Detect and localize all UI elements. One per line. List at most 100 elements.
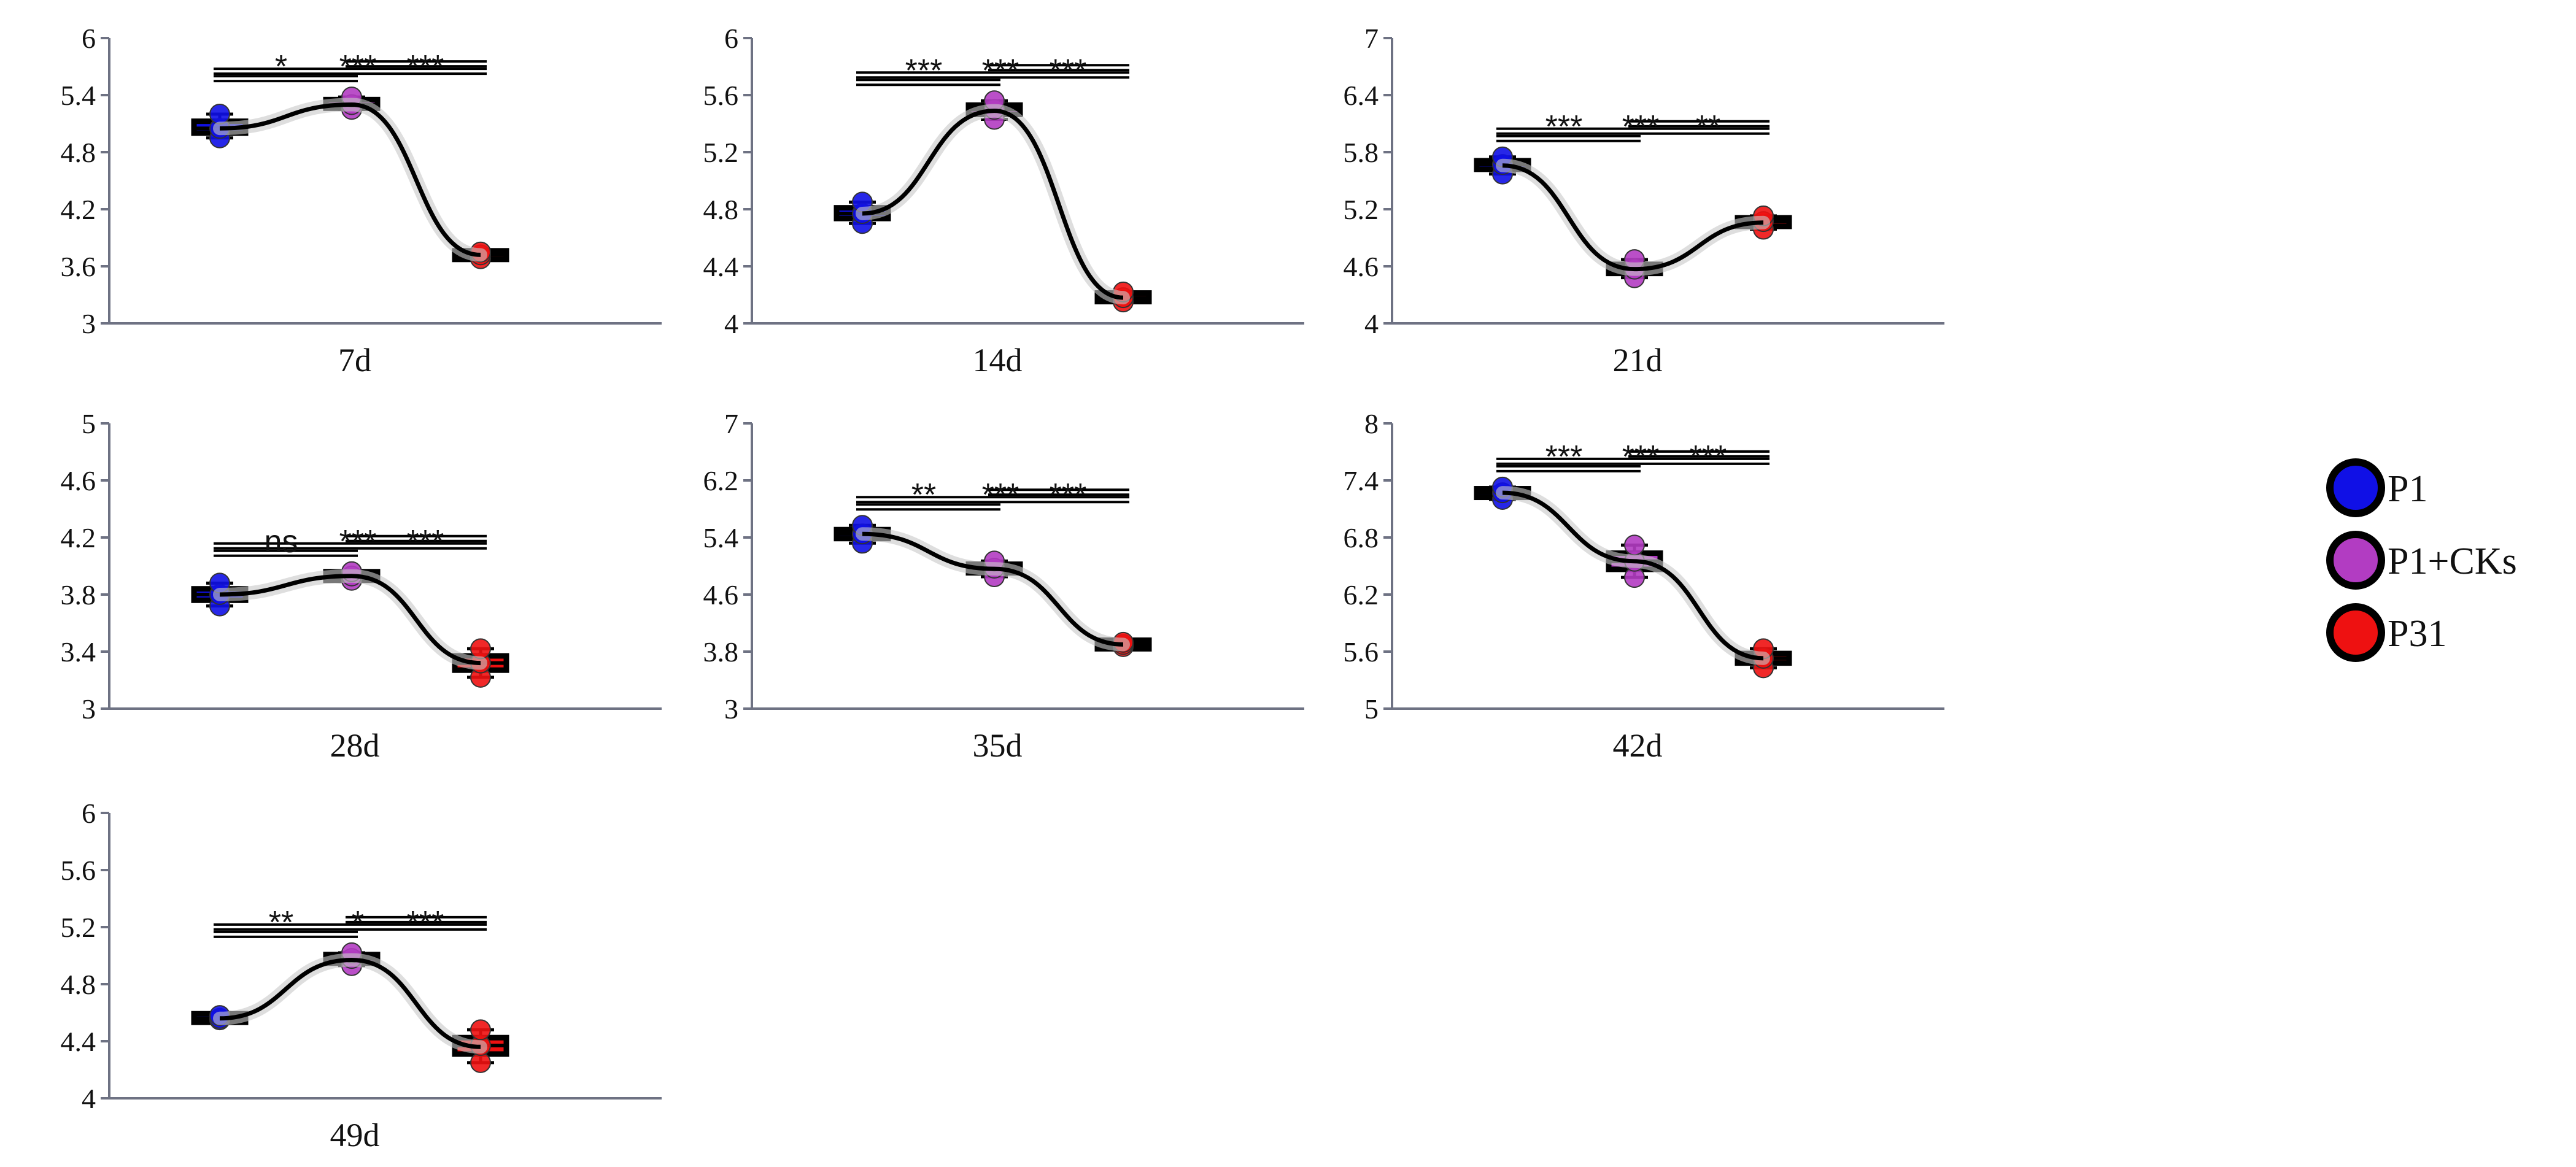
- y-tick-label: 6.8: [1344, 522, 1379, 553]
- trend-curve: [862, 109, 1124, 300]
- panel-14d: 4 4.4 4.8 5.2 5.6 6 14d *** *** ***: [703, 23, 1304, 379]
- y-tick-label: 4.4: [61, 1026, 96, 1057]
- trend-curve: [219, 574, 481, 666]
- y-tick-label: 5.4: [61, 80, 96, 111]
- y-tick-label: 5.2: [703, 137, 739, 168]
- y-tick-label: 5.6: [1344, 636, 1379, 668]
- y-tick-label: 3.6: [61, 251, 96, 282]
- y-tick-label: 5.6: [61, 855, 96, 886]
- y-tick-label: 6: [82, 23, 96, 54]
- significance-label: ***: [1545, 439, 1583, 475]
- significance-label: *: [352, 905, 364, 941]
- significance-label: ***: [1050, 53, 1087, 88]
- legend-label: P31: [2388, 613, 2446, 655]
- y-tick-label: 5.2: [1344, 194, 1379, 225]
- x-axis-label: 35d: [973, 727, 1023, 764]
- significance-label: ***: [339, 49, 377, 85]
- trend-curve: [1502, 490, 1764, 661]
- trend-ribbon: [856, 527, 1130, 652]
- y-tick-label: 3: [82, 693, 96, 725]
- legend-label: P1: [2388, 468, 2427, 510]
- trend-curve: [1502, 163, 1764, 272]
- y-tick-label: 5: [82, 408, 96, 439]
- x-axis-label: 14d: [973, 342, 1023, 379]
- y-tick-label: 4.2: [61, 194, 96, 225]
- legend-label: P1+CKs: [2388, 541, 2517, 582]
- x-axis-label: 42d: [1613, 727, 1663, 764]
- y-tick-label: 6.4: [1344, 80, 1379, 111]
- y-tick-label: 3.8: [703, 636, 739, 668]
- panel-28d: 3 3.4 3.8 4.2 4.6 5 28d ns *** ***: [61, 408, 662, 764]
- data-point-P31: [470, 1019, 491, 1041]
- significance-label: **: [269, 905, 293, 941]
- y-tick-label: 4.4: [703, 251, 739, 282]
- y-tick-label: 5.4: [703, 522, 739, 553]
- significance-label: ***: [982, 477, 1019, 513]
- y-tick-label: 3: [82, 308, 96, 339]
- x-axis-label: 21d: [1613, 342, 1663, 379]
- legend: P1 P1+CKs P31: [2326, 458, 2517, 662]
- legend-marker: [2326, 603, 2385, 662]
- significance-label: ***: [982, 53, 1019, 88]
- significance-label: **: [1696, 109, 1720, 145]
- significance-label: ***: [905, 53, 943, 88]
- trend-curve: [862, 531, 1124, 647]
- y-tick-label: 6: [82, 798, 96, 829]
- y-tick-label: 7: [724, 408, 738, 439]
- significance-label: ***: [1050, 477, 1087, 513]
- significance-label: ***: [407, 49, 444, 85]
- legend-item-P1: P1: [2326, 458, 2427, 517]
- y-tick-label: 5: [1364, 693, 1379, 725]
- y-tick-label: 6.2: [1344, 579, 1379, 610]
- significance-label: ***: [407, 524, 444, 560]
- legend-item-P31: P31: [2326, 603, 2446, 662]
- significance-label: ***: [339, 524, 377, 560]
- significance-label: ***: [1545, 109, 1583, 145]
- significance-label: **: [911, 477, 936, 513]
- y-tick-label: 5.2: [61, 912, 96, 943]
- y-tick-label: 3: [724, 693, 738, 725]
- x-axis-label: 49d: [330, 1117, 380, 1154]
- significance-label: ***: [1690, 439, 1727, 475]
- significance-label: ns: [265, 524, 298, 560]
- y-tick-label: 7.4: [1344, 465, 1379, 496]
- x-axis-label: 7d: [338, 342, 371, 379]
- trend-curve: [219, 102, 481, 257]
- y-tick-label: 8: [1364, 408, 1379, 439]
- y-tick-label: 4.8: [61, 137, 96, 168]
- y-tick-label: 3.4: [61, 636, 96, 668]
- y-tick-label: 3.8: [61, 579, 96, 610]
- y-tick-label: 4.6: [1344, 251, 1379, 282]
- y-tick-label: 4: [82, 1083, 96, 1114]
- panel-42d: 5 5.6 6.2 6.8 7.4 8 42d *** *** ***: [1344, 408, 1944, 764]
- data-point-P1: [209, 104, 230, 125]
- y-tick-label: 6: [724, 23, 738, 54]
- y-tick-label: 4: [724, 308, 738, 339]
- y-tick-label: 4.2: [61, 522, 96, 553]
- data-point-P1+CKs: [1624, 534, 1645, 556]
- y-tick-label: 4.6: [703, 579, 739, 610]
- x-axis-label: 28d: [330, 727, 380, 764]
- significance-label: *: [275, 49, 287, 85]
- y-tick-label: 6.2: [703, 465, 739, 496]
- legend-marker: [2326, 531, 2385, 590]
- y-tick-label: 5.8: [1344, 137, 1379, 168]
- significance-label: ***: [1622, 109, 1660, 145]
- data-point-P31: [470, 638, 491, 660]
- y-tick-label: 4.6: [61, 465, 96, 496]
- significance-label: ***: [1622, 439, 1660, 475]
- legend-item-P1+CKs: P1+CKs: [2326, 531, 2517, 590]
- trend-curve: [219, 957, 481, 1049]
- y-tick-label: 4.8: [703, 194, 739, 225]
- y-tick-label: 4.8: [61, 969, 96, 1000]
- significance-label: ***: [407, 905, 444, 941]
- legend-marker: [2326, 458, 2385, 517]
- y-tick-label: 7: [1364, 23, 1379, 54]
- y-tick-label: 5.6: [703, 80, 739, 111]
